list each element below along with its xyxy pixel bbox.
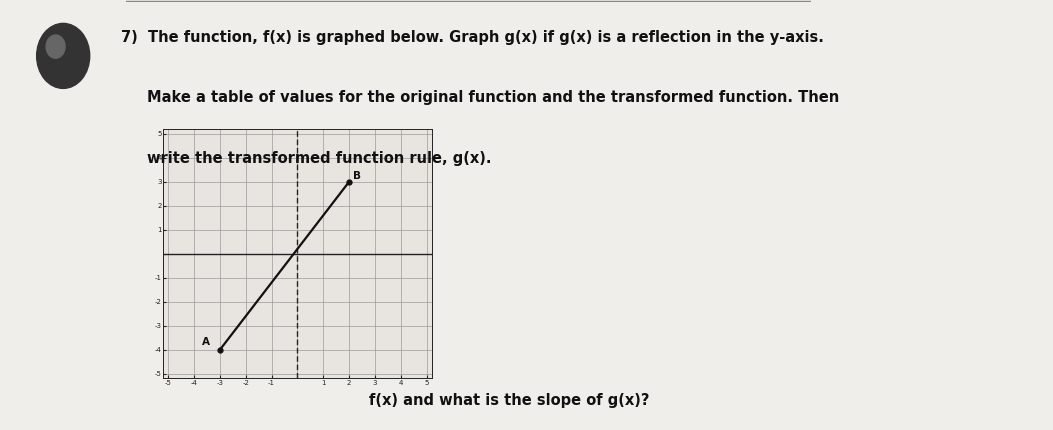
Text: f(x) and what is the slope of g(x)?: f(x) and what is the slope of g(x)? xyxy=(369,393,649,408)
Text: Make a table of values for the original function and the transformed function. T: Make a table of values for the original … xyxy=(147,90,839,105)
Text: write the transformed function rule, g(x).: write the transformed function rule, g(x… xyxy=(147,150,492,166)
Text: A: A xyxy=(202,337,210,347)
Circle shape xyxy=(46,35,65,58)
Text: B: B xyxy=(353,172,361,181)
Circle shape xyxy=(37,23,90,89)
Text: 7)  The function, f(x) is graphed below. Graph g(x) if g(x) is a reflection in t: 7) The function, f(x) is graphed below. … xyxy=(121,30,823,45)
